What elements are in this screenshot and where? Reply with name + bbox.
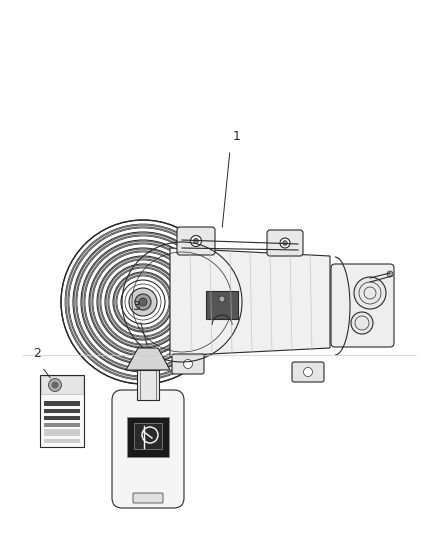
Circle shape bbox=[191, 236, 201, 246]
Circle shape bbox=[49, 378, 61, 392]
FancyBboxPatch shape bbox=[44, 409, 80, 413]
Text: 3: 3 bbox=[132, 300, 140, 313]
Circle shape bbox=[387, 271, 393, 277]
FancyBboxPatch shape bbox=[292, 362, 324, 382]
FancyBboxPatch shape bbox=[41, 376, 83, 394]
FancyBboxPatch shape bbox=[177, 227, 215, 255]
Circle shape bbox=[219, 296, 225, 302]
FancyBboxPatch shape bbox=[44, 416, 80, 420]
Polygon shape bbox=[126, 348, 170, 370]
Circle shape bbox=[184, 359, 192, 368]
FancyBboxPatch shape bbox=[133, 493, 163, 503]
FancyBboxPatch shape bbox=[44, 439, 80, 443]
Circle shape bbox=[194, 238, 198, 244]
FancyBboxPatch shape bbox=[112, 390, 184, 508]
FancyBboxPatch shape bbox=[127, 417, 169, 457]
Circle shape bbox=[283, 241, 287, 245]
Circle shape bbox=[129, 288, 157, 316]
FancyBboxPatch shape bbox=[44, 401, 80, 406]
Text: 2: 2 bbox=[33, 347, 41, 360]
Polygon shape bbox=[170, 248, 330, 356]
Circle shape bbox=[280, 238, 290, 248]
FancyBboxPatch shape bbox=[44, 429, 80, 436]
Circle shape bbox=[351, 312, 373, 334]
FancyBboxPatch shape bbox=[267, 230, 303, 256]
Circle shape bbox=[304, 367, 312, 376]
Text: 1: 1 bbox=[233, 130, 241, 143]
Circle shape bbox=[52, 382, 59, 389]
Circle shape bbox=[139, 298, 147, 306]
Circle shape bbox=[135, 294, 151, 310]
FancyBboxPatch shape bbox=[172, 354, 204, 374]
FancyBboxPatch shape bbox=[134, 423, 162, 449]
FancyBboxPatch shape bbox=[331, 264, 394, 347]
Circle shape bbox=[354, 277, 386, 309]
FancyBboxPatch shape bbox=[137, 370, 159, 400]
FancyBboxPatch shape bbox=[44, 423, 80, 427]
FancyBboxPatch shape bbox=[206, 291, 238, 319]
FancyBboxPatch shape bbox=[40, 375, 84, 447]
